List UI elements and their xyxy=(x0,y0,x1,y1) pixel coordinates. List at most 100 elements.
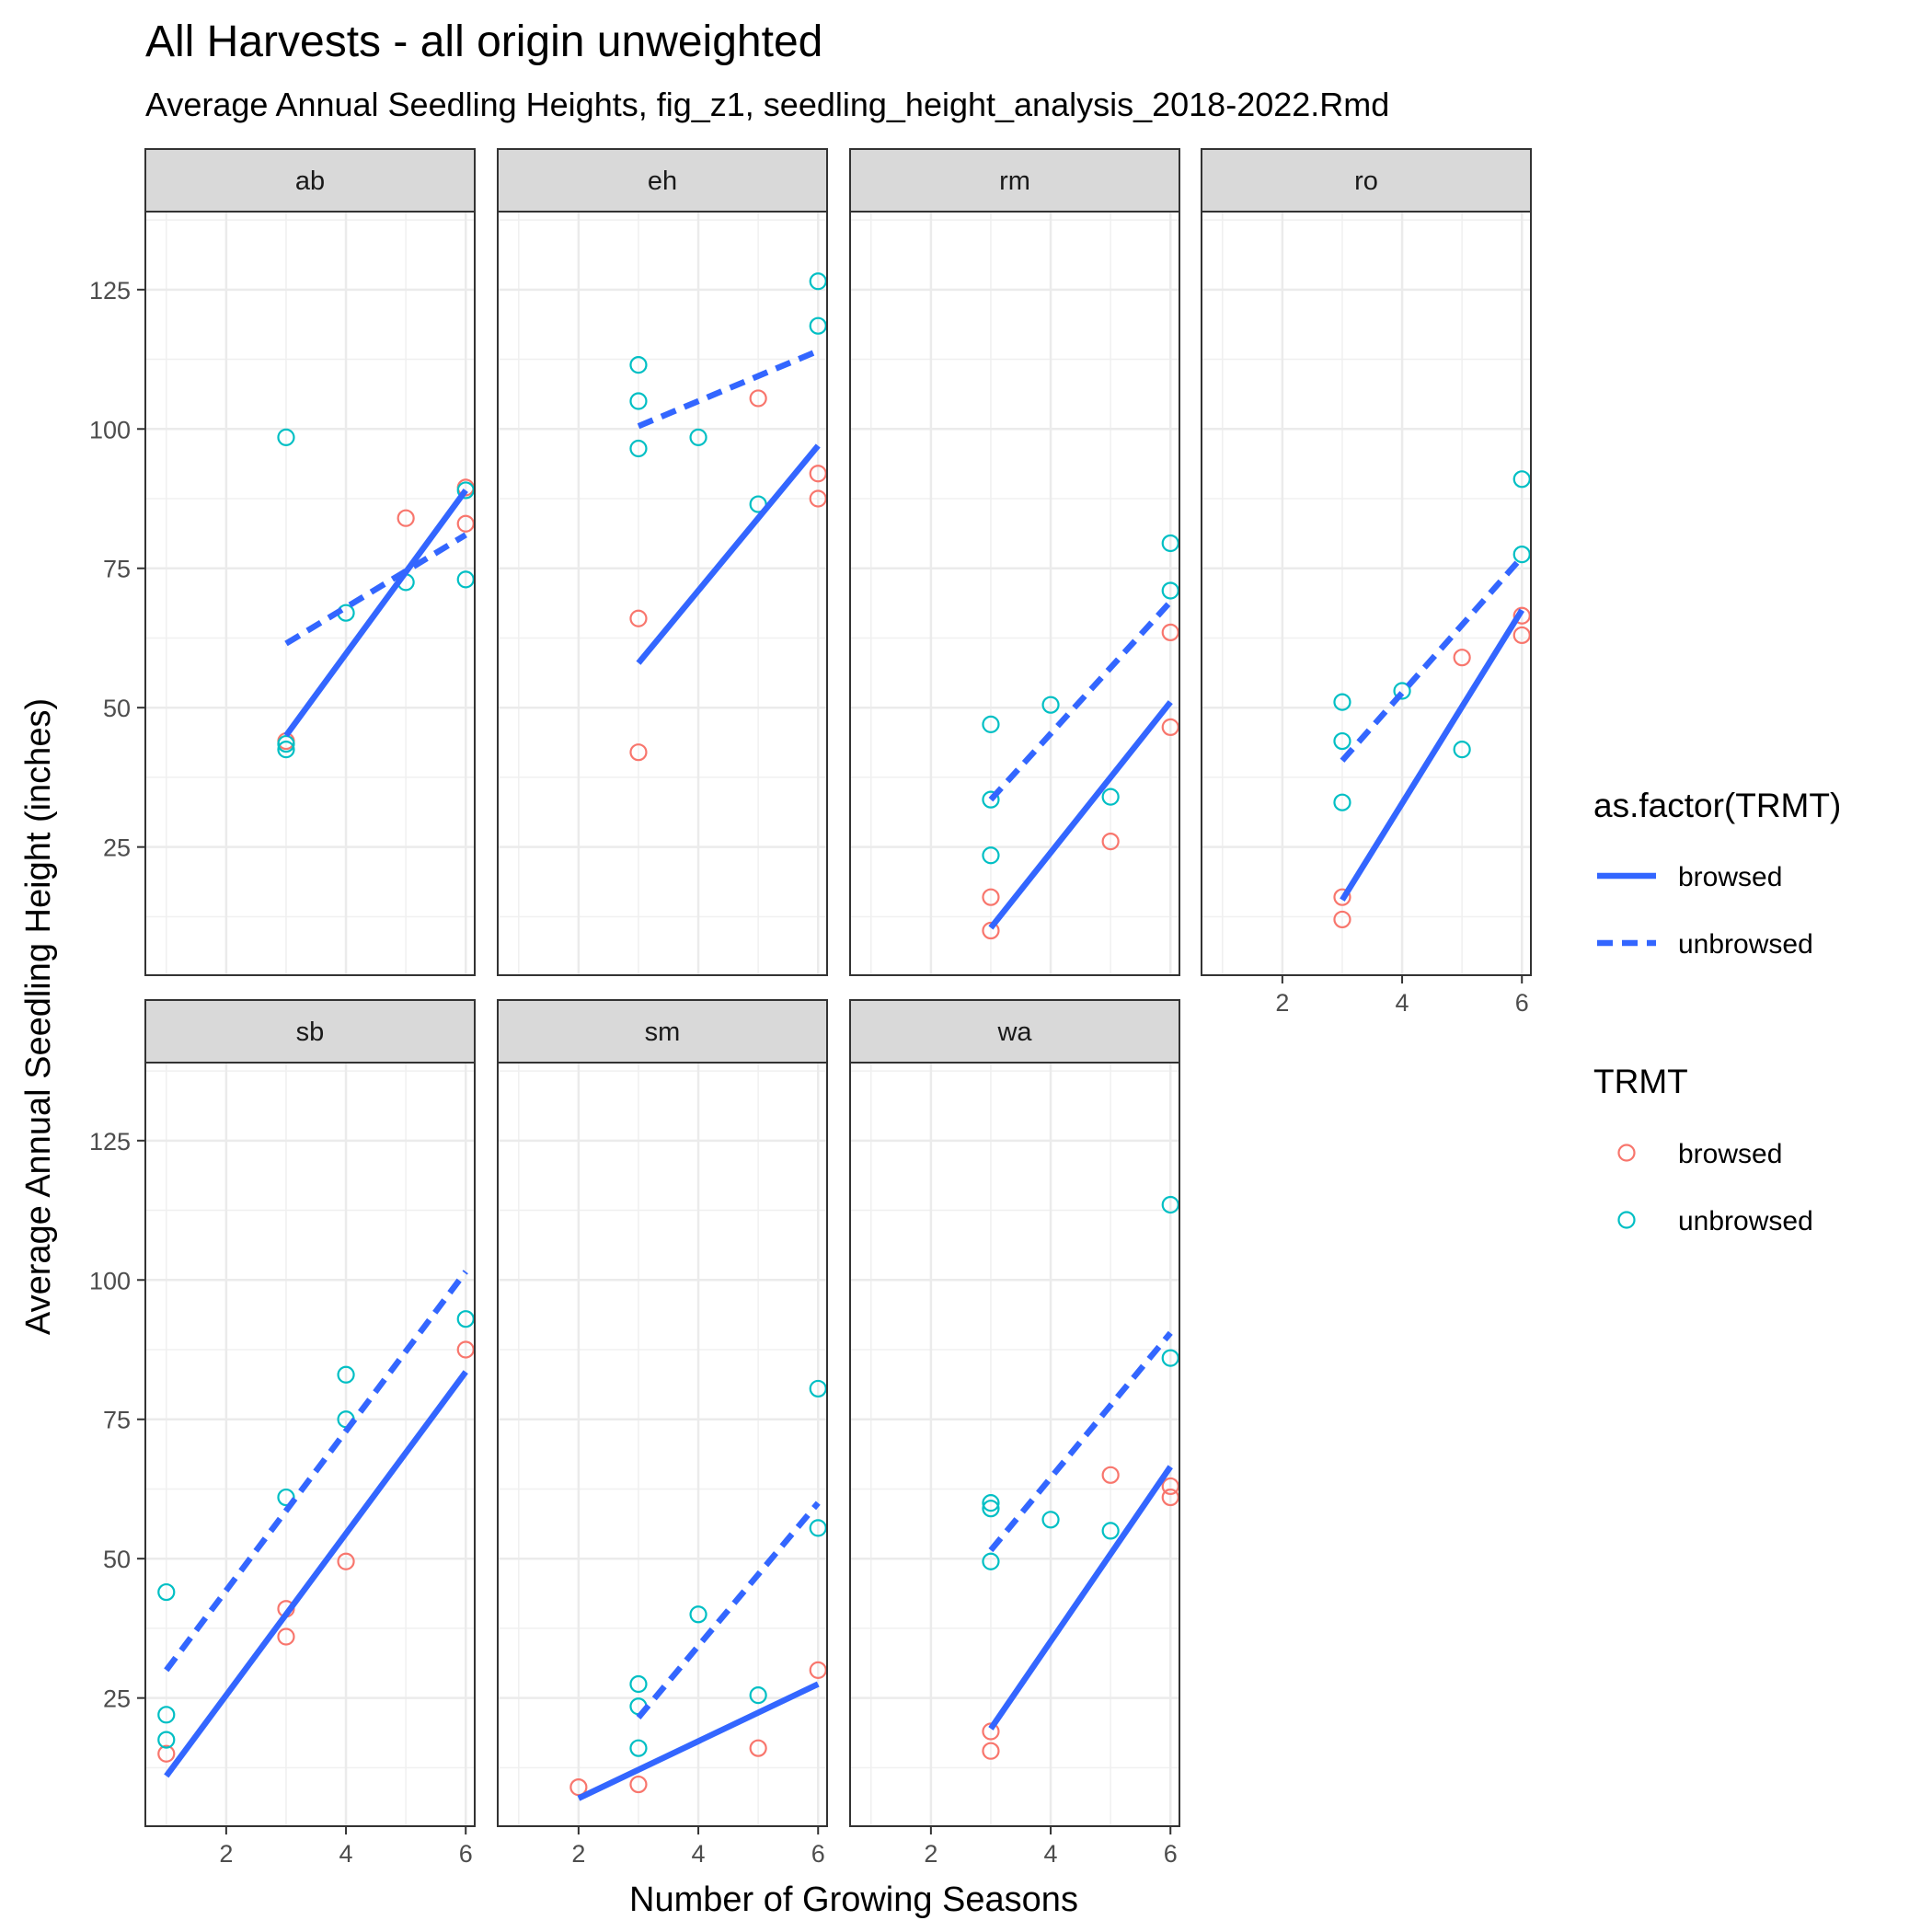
legend-label: browsed xyxy=(1678,862,1782,892)
gridlines xyxy=(1202,212,1531,975)
legend-label: unbrowsed xyxy=(1678,1206,1813,1236)
data-point-browsed xyxy=(1512,606,1531,625)
panel-border xyxy=(1201,211,1532,976)
data-point-browsed xyxy=(1512,626,1531,645)
data-point-unbrowsed xyxy=(1101,788,1120,806)
facet-strip xyxy=(144,999,476,1064)
data-point-browsed xyxy=(1101,1466,1120,1484)
y-tick-label: 25 xyxy=(103,834,131,862)
fit-line-unbrowsed xyxy=(637,348,820,430)
fit-line-unbrowsed xyxy=(988,599,1173,802)
facet-strip-label: wa xyxy=(996,1018,1032,1047)
data-point-browsed xyxy=(749,389,767,408)
facet-panel-eh: eh xyxy=(497,148,828,976)
data-point-unbrowsed xyxy=(337,1365,355,1384)
panel-background xyxy=(498,1063,827,1826)
x-axis: 2 4 6 xyxy=(219,1826,473,1868)
chart-subtitle: Average Annual Seedling Heights, fig_z1,… xyxy=(145,86,1389,123)
facet-panel-ro: ro 2 4 6 xyxy=(1201,148,1532,1017)
data-point-browsed xyxy=(809,489,827,508)
y-tick-label: 50 xyxy=(103,695,131,722)
data-point-browsed xyxy=(1453,649,1471,667)
data-point-browsed xyxy=(1161,1477,1179,1496)
fit-lines xyxy=(988,1330,1173,1731)
legend-label: unbrowsed xyxy=(1678,929,1813,960)
data-point-unbrowsed xyxy=(456,1310,475,1328)
data-point-unbrowsed xyxy=(1333,793,1351,811)
data-point-unbrowsed xyxy=(629,439,648,458)
y-tick-label: 125 xyxy=(89,277,131,305)
data-point-unbrowsed xyxy=(629,1674,648,1694)
x-tick-label: 2 xyxy=(571,1840,585,1868)
x-axis: 2 4 6 xyxy=(924,1826,1178,1868)
facet-strip-label: sb xyxy=(296,1018,325,1047)
data-points xyxy=(982,534,1179,940)
y-axis-title: Average Annual Seedling Height (inches) xyxy=(19,698,58,1335)
data-point-unbrowsed xyxy=(1101,1522,1120,1540)
fit-lines xyxy=(988,599,1173,930)
legend-title-points: TRMT xyxy=(1593,1063,1688,1100)
facet-strip-label: rm xyxy=(999,167,1030,196)
data-point-browsed xyxy=(629,743,648,762)
panel-border xyxy=(497,1062,828,1827)
data-point-browsed xyxy=(629,609,648,627)
data-points xyxy=(277,428,475,759)
x-tick-label: 4 xyxy=(692,1840,706,1868)
data-points xyxy=(1333,470,1531,929)
facet-panel-sb: sb 25 50 75 100 125 2 4 6 xyxy=(89,999,476,1868)
data-point-unbrowsed xyxy=(982,715,1000,733)
data-point-browsed xyxy=(569,1777,588,1797)
panel-border xyxy=(849,1062,1180,1827)
data-point-unbrowsed xyxy=(1161,534,1179,553)
data-point-unbrowsed xyxy=(1041,1511,1060,1529)
fit-line-unbrowsed xyxy=(284,532,467,647)
x-axis-title: Number of Growing Seasons xyxy=(629,1880,1078,1919)
data-point-unbrowsed xyxy=(809,1519,827,1537)
facet-strip xyxy=(497,999,828,1064)
y-tick-label: 100 xyxy=(89,1267,131,1294)
data-point-unbrowsed xyxy=(1161,581,1179,600)
data-point-unbrowsed xyxy=(456,570,475,589)
panel-border xyxy=(849,211,1180,976)
y-tick-label: 75 xyxy=(103,556,131,583)
facet-strip xyxy=(849,999,1180,1064)
data-point-browsed xyxy=(982,888,1000,906)
data-point-unbrowsed xyxy=(157,1582,176,1602)
x-tick-label: 6 xyxy=(1164,1840,1178,1868)
panel-background xyxy=(850,212,1179,975)
fit-line-unbrowsed xyxy=(636,1501,821,1719)
facet-panel-sm: sm 2 4 6 xyxy=(497,999,828,1868)
fit-lines xyxy=(1340,555,1524,902)
panel-border xyxy=(497,211,828,976)
data-point-browsed xyxy=(1333,910,1351,929)
y-axis: 25 50 75 100 125 xyxy=(89,1128,145,1713)
fit-line-browsed xyxy=(988,700,1173,930)
data-point-browsed xyxy=(1161,718,1179,737)
facet-strip-label: sm xyxy=(645,1018,681,1047)
fit-line-browsed xyxy=(164,1370,468,1778)
data-point-unbrowsed xyxy=(157,1706,176,1724)
data-point-unbrowsed xyxy=(982,1552,1000,1570)
data-point-unbrowsed xyxy=(982,1494,1000,1512)
facet-panels: ab 25 50 75 100 125 eh rm ro 2 4 6 sb 25 50 75 100 125 2 4 6… xyxy=(89,148,1532,1868)
data-point-unbrowsed xyxy=(1333,693,1351,711)
data-point-unbrowsed xyxy=(809,272,827,291)
facet-strip xyxy=(144,148,476,213)
facet-strip-label: ab xyxy=(295,167,325,196)
fit-line-unbrowsed xyxy=(1340,555,1524,763)
fit-lines xyxy=(577,1501,821,1801)
data-point-unbrowsed xyxy=(982,1500,1000,1518)
legend-key-point-unbrowsed xyxy=(1617,1211,1636,1229)
facet-panel-wa: wa 2 4 6 xyxy=(849,999,1180,1868)
y-tick-label: 75 xyxy=(103,1407,131,1434)
data-point-unbrowsed xyxy=(982,846,1000,865)
fit-lines xyxy=(636,348,821,665)
data-point-unbrowsed xyxy=(456,481,475,500)
panel-border xyxy=(144,211,476,976)
x-axis: 2 4 6 xyxy=(571,1826,825,1868)
facet-panel-ab: ab 25 50 75 100 125 xyxy=(89,148,476,976)
data-point-browsed xyxy=(277,1627,295,1646)
panel-background xyxy=(145,1063,475,1826)
y-tick-label: 50 xyxy=(103,1546,131,1573)
